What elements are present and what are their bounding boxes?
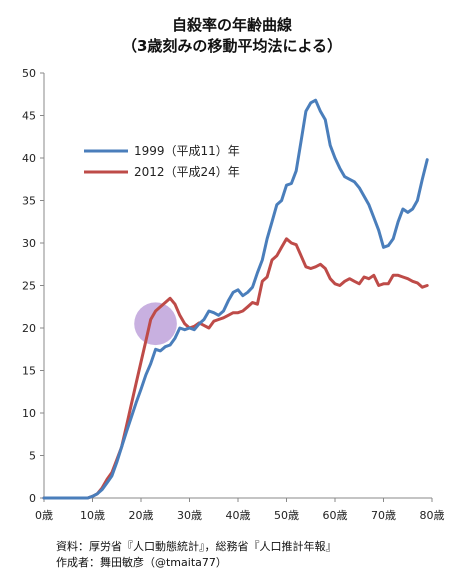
legend-label-1999: 1999（平成11）年 [134,144,240,158]
y-tick-label-5: 5 [29,450,36,463]
highlight-circle [134,302,177,346]
source-note: 資料：厚労省『人口動態統計』，総務省『人口推計年報』 [56,539,337,553]
y-tick-label-50: 50 [22,67,36,80]
x-tick-label-30: 30歳 [177,509,202,522]
series-line-2012 [42,237,429,500]
legend: 1999（平成11）年 2012（平成24）年 [84,144,240,179]
x-tick-label-80: 80歳 [420,509,445,522]
author-note: 作成者：舞田敏彦（@tmaita77） [56,555,227,569]
x-ticks: 0歳 10歳 20歳 30歳 40歳 50歳 60歳 70歳 80歳 [35,498,445,522]
y-tick-label-10: 10 [22,407,36,420]
y-ticks: 0 5 10 15 20 25 30 35 40 45 50 [22,67,44,505]
series-line-1999 [42,98,429,500]
chart-subtitle: （3歳刻みの移動平均法による） [122,37,342,55]
y-tick-label-45: 45 [22,110,36,123]
x-tick-label-20: 20歳 [129,509,154,522]
y-tick-label-0: 0 [29,492,36,505]
series-layer [42,98,429,500]
chart-title: 自殺率の年齢曲線 [172,16,292,34]
legend-label-2012: 2012（平成24）年 [134,165,240,179]
x-tick-label-50: 50歳 [274,509,299,522]
y-tick-label-25: 25 [22,280,36,293]
x-tick-label-0: 0歳 [35,509,53,522]
x-tick-label-70: 70歳 [371,509,396,522]
axes [43,73,432,499]
y-tick-label-35: 35 [22,195,36,208]
y-tick-label-20: 20 [22,322,36,335]
y-tick-label-15: 15 [22,365,36,378]
x-tick-label-60: 60歳 [323,509,348,522]
x-tick-label-10: 10歳 [80,509,105,522]
y-tick-label-40: 40 [22,152,36,165]
x-tick-label-40: 40歳 [226,509,251,522]
annotation-layer [134,302,177,346]
y-tick-label-30: 30 [22,237,36,250]
